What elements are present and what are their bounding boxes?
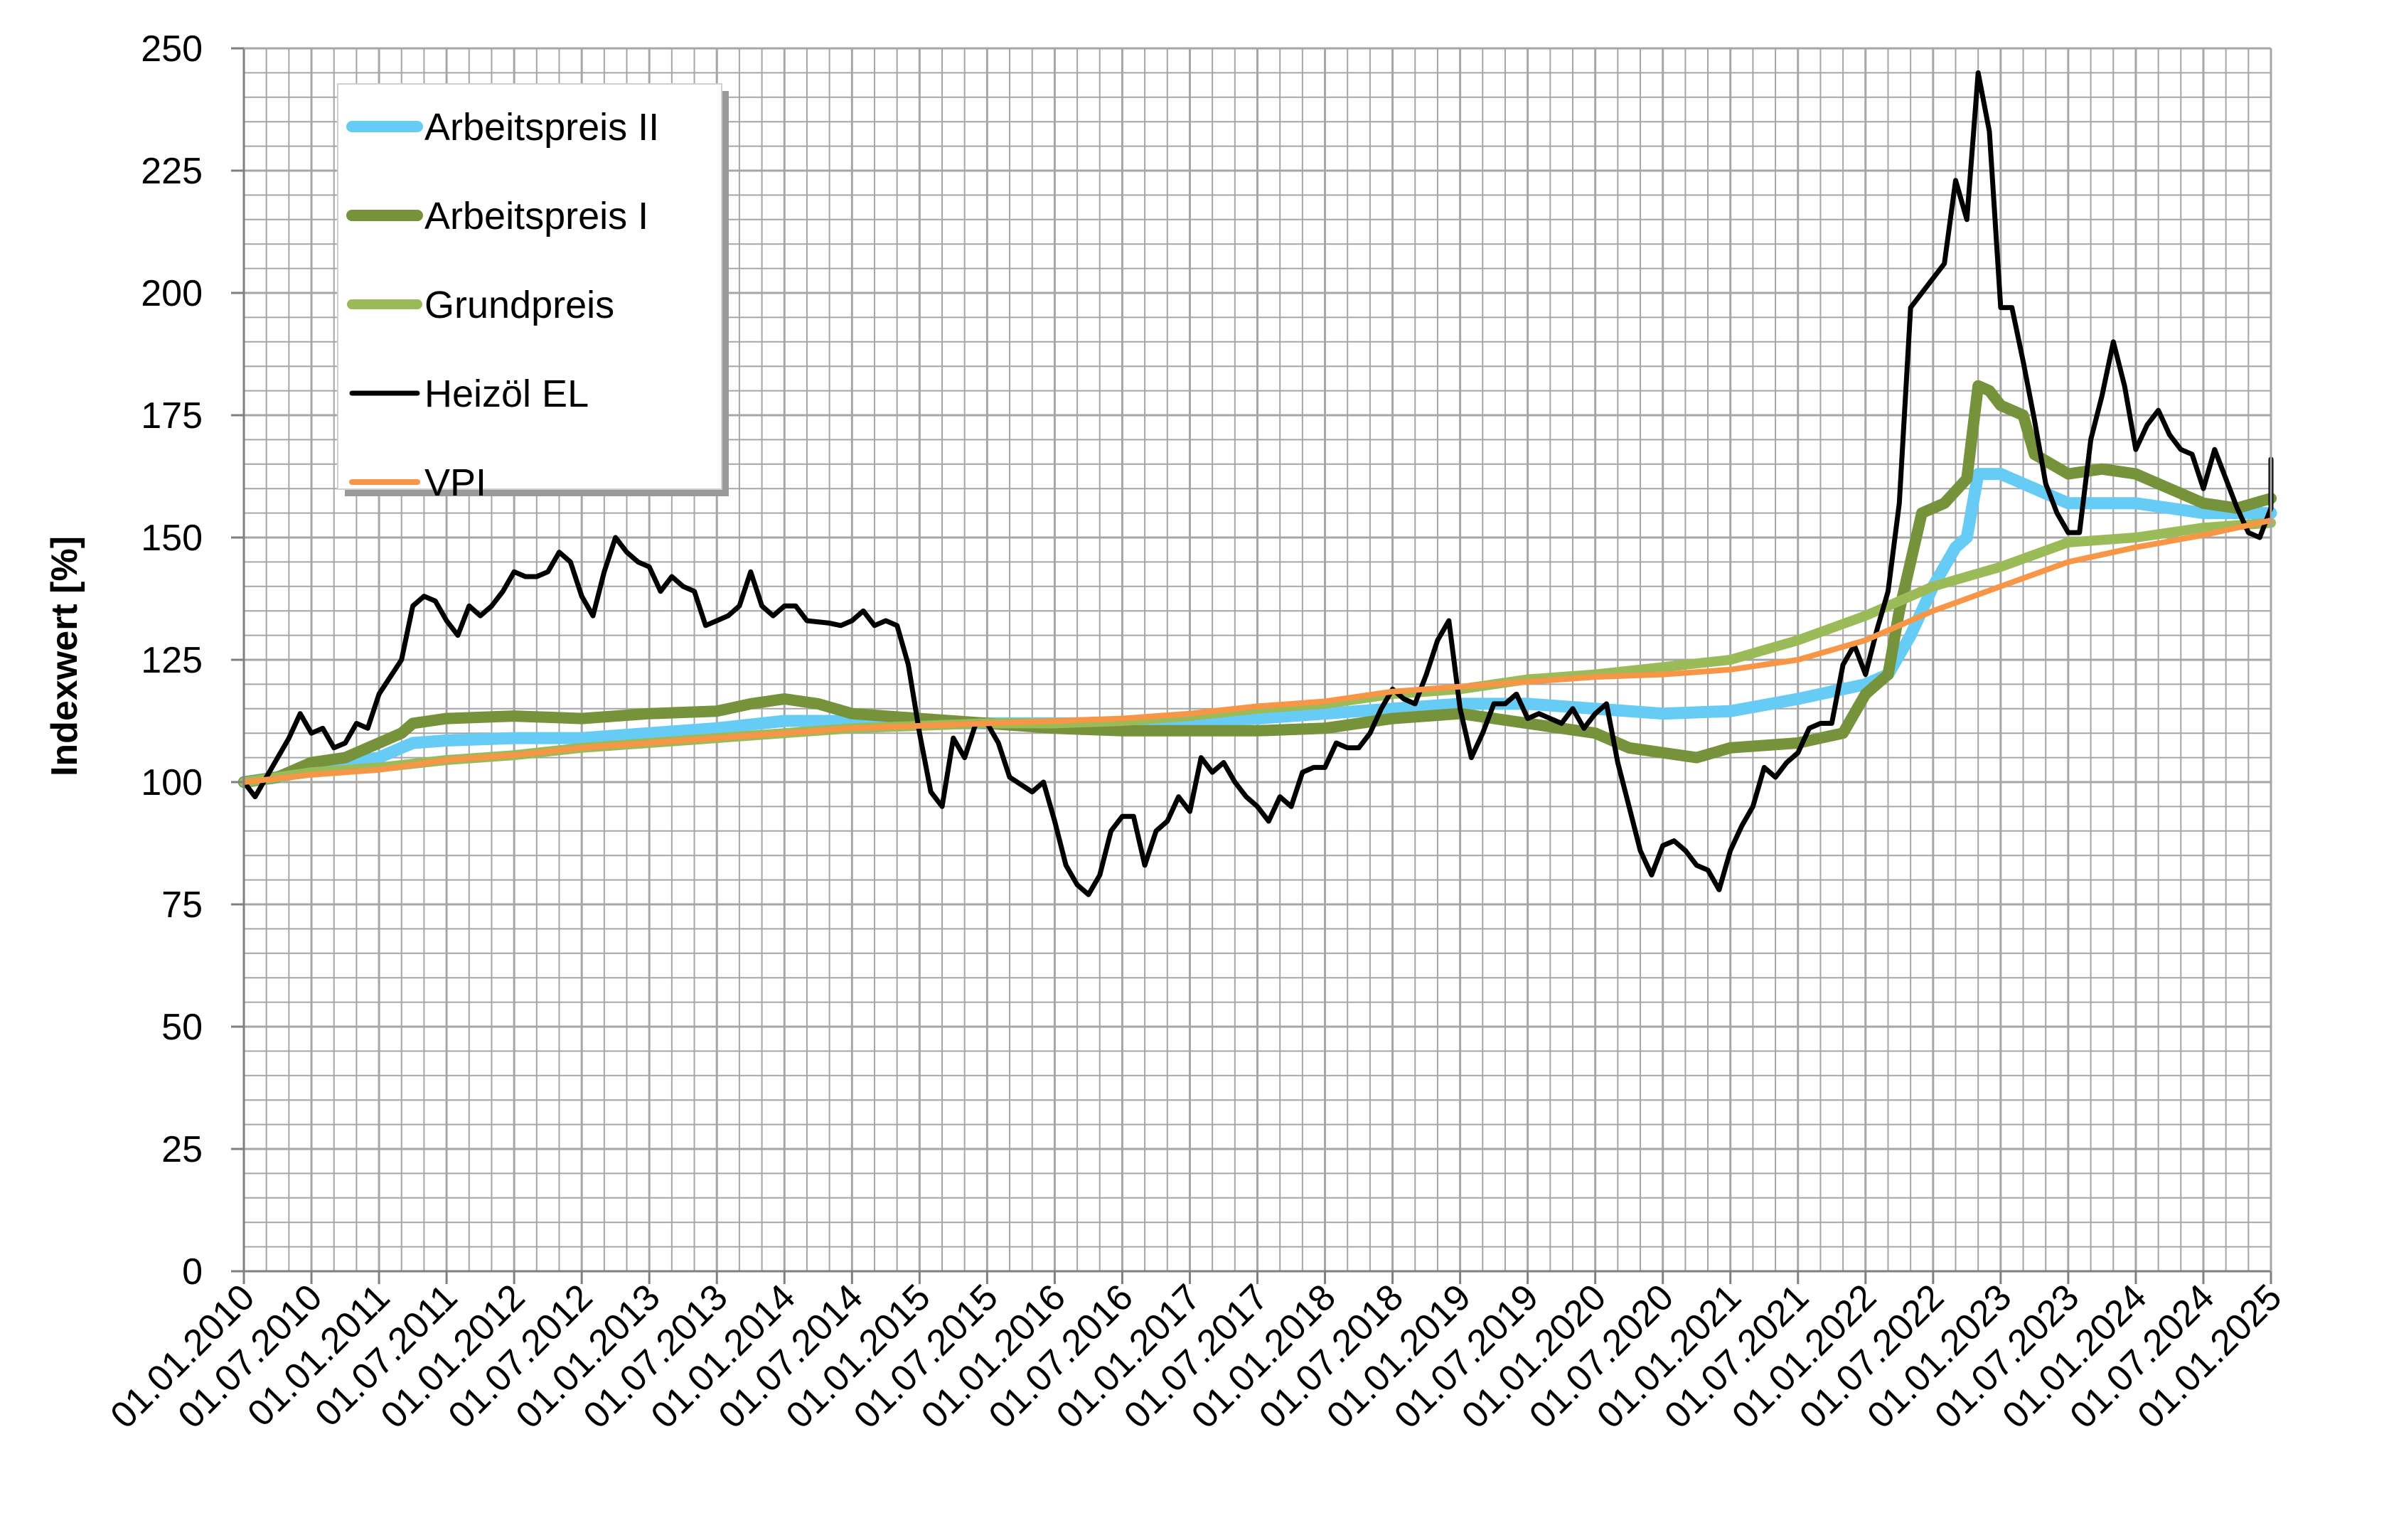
y-tick-label: 100	[141, 762, 203, 803]
legend-label: Arbeitspreis I	[424, 195, 648, 237]
y-tick-label: 175	[141, 395, 203, 437]
y-tick-label: 225	[141, 151, 203, 192]
axes	[231, 47, 2272, 1284]
series-lines	[237, 70, 2277, 897]
legend: Arbeitspreis II Arbeitspreis I Grundpreis H…	[337, 83, 729, 504]
legend-label: Heizöl EL	[424, 373, 589, 415]
y-axis-title: Indexwert [%]	[44, 536, 85, 776]
series-line-heiz-l-el	[241, 70, 2274, 897]
y-tick-label: 0	[182, 1251, 203, 1293]
y-tick-labels: 0 25 50 75 100 125 150 175 200 225 250	[141, 28, 203, 1293]
x-tick-labels: 01.01.201001.07.201001.01.201101.07.2011…	[102, 1276, 2289, 1436]
y-tick-label: 200	[141, 273, 203, 314]
grid	[242, 47, 2272, 1273]
y-tick-label: 75	[161, 884, 203, 926]
series-line-arbeitspreis-ii	[237, 468, 2277, 788]
y-tick-label: 50	[161, 1007, 203, 1048]
series-line-arbeitspreis-i	[238, 380, 2277, 788]
y-tick-label: 250	[141, 28, 203, 70]
legend-label: Grundpreis	[424, 284, 614, 326]
y-tick-label: 150	[141, 518, 203, 559]
series-line-vpi	[241, 517, 2274, 785]
y-tick-label: 25	[161, 1129, 203, 1170]
y-tick-label: 125	[141, 640, 203, 681]
legend-label: VPI	[424, 461, 486, 504]
legend-box	[337, 83, 722, 490]
legend-label: Arbeitspreis II	[424, 106, 659, 149]
